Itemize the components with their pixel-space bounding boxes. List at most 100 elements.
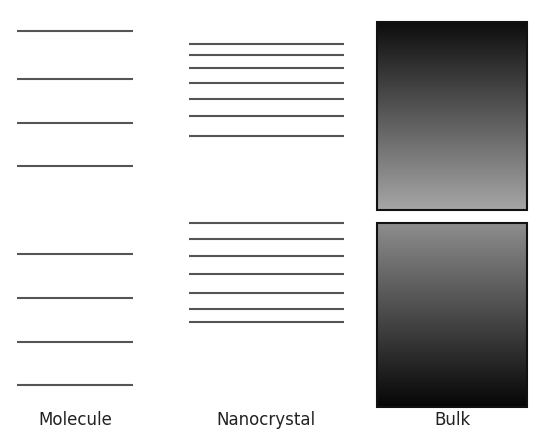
Bar: [377, 159, 527, 160]
Bar: [377, 363, 527, 364]
Bar: [377, 306, 527, 307]
Bar: [377, 336, 527, 337]
Bar: [377, 365, 527, 366]
Bar: [377, 299, 527, 300]
Bar: [377, 384, 527, 385]
Bar: [377, 330, 527, 331]
Bar: [377, 35, 527, 36]
Bar: [377, 383, 527, 384]
Bar: [377, 97, 527, 98]
Bar: [377, 399, 527, 400]
Bar: [377, 191, 527, 192]
Bar: [377, 241, 527, 242]
Bar: [377, 155, 527, 156]
Bar: [377, 128, 527, 129]
Bar: [377, 96, 527, 97]
Bar: [377, 143, 527, 144]
Bar: [377, 73, 527, 74]
Bar: [377, 322, 527, 323]
Bar: [377, 335, 527, 336]
Bar: [377, 76, 527, 77]
Bar: [377, 132, 527, 133]
Bar: [377, 171, 527, 172]
Bar: [377, 385, 527, 386]
Bar: [377, 252, 527, 253]
Bar: [377, 187, 527, 188]
Bar: [377, 81, 527, 82]
Bar: [377, 239, 527, 240]
Bar: [377, 339, 527, 340]
Bar: [377, 351, 527, 352]
Bar: [377, 291, 527, 292]
Bar: [377, 55, 527, 56]
Bar: [377, 246, 527, 247]
Bar: [377, 293, 527, 294]
Bar: [377, 272, 527, 273]
Bar: [377, 344, 527, 345]
Bar: [377, 199, 527, 200]
Bar: [377, 40, 527, 41]
Bar: [377, 51, 527, 52]
Bar: [377, 101, 527, 102]
Bar: [377, 301, 527, 302]
Bar: [377, 127, 527, 128]
Bar: [377, 95, 527, 96]
Bar: [377, 224, 527, 225]
Bar: [377, 356, 527, 357]
Bar: [377, 94, 527, 95]
Bar: [377, 276, 527, 277]
Bar: [377, 369, 527, 370]
Bar: [377, 38, 527, 39]
Bar: [377, 85, 527, 86]
Bar: [377, 103, 527, 104]
Bar: [377, 121, 527, 122]
Bar: [377, 53, 527, 54]
Bar: [377, 61, 527, 62]
Bar: [377, 22, 527, 23]
Bar: [377, 231, 527, 232]
Bar: [377, 329, 527, 330]
Bar: [377, 153, 527, 154]
Bar: [377, 237, 527, 238]
Bar: [377, 142, 527, 143]
Bar: [377, 274, 527, 275]
Bar: [377, 150, 527, 151]
Bar: [377, 201, 527, 202]
Bar: [377, 247, 527, 248]
Bar: [377, 227, 527, 228]
Bar: [377, 23, 527, 24]
Bar: [377, 273, 527, 274]
Bar: [377, 77, 527, 78]
Bar: [377, 340, 527, 341]
Bar: [377, 62, 527, 63]
Bar: [377, 253, 527, 254]
Bar: [377, 185, 527, 186]
Bar: [377, 275, 527, 276]
Bar: [377, 389, 527, 390]
Bar: [377, 169, 527, 170]
Bar: [377, 376, 527, 377]
Bar: [377, 257, 527, 258]
Bar: [377, 380, 527, 381]
Bar: [377, 337, 527, 338]
Bar: [377, 262, 527, 263]
Bar: [377, 90, 527, 91]
Bar: [377, 375, 527, 376]
Bar: [377, 207, 527, 208]
Bar: [377, 362, 527, 363]
Bar: [377, 302, 527, 303]
Bar: [377, 281, 527, 282]
Bar: [377, 160, 527, 161]
Bar: [377, 174, 527, 175]
Bar: [377, 59, 527, 60]
Bar: [377, 345, 527, 346]
Bar: [377, 307, 527, 308]
Bar: [377, 352, 527, 353]
Bar: [377, 261, 527, 262]
Bar: [377, 164, 527, 165]
Bar: [377, 232, 527, 233]
Bar: [377, 254, 527, 255]
Bar: [377, 348, 527, 349]
Bar: [377, 75, 527, 76]
Bar: [377, 186, 527, 187]
